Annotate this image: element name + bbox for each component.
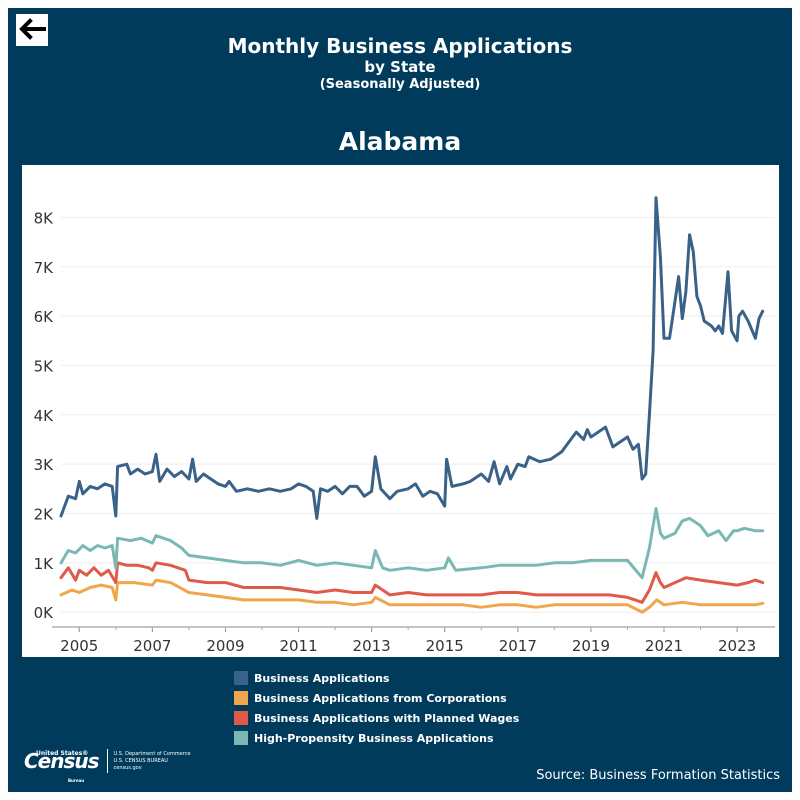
legend-label: High-Propensity Business Applications <box>254 731 494 745</box>
census-logo: United States® Census Bureau U.S. Depart… <box>24 748 191 783</box>
page-title: Monthly Business Applications <box>227 34 573 58</box>
y-tick-label: 8K <box>34 209 55 227</box>
legend-swatch <box>234 711 248 725</box>
chart-area[interactable]: 0K 1K 2K 3K 4K 5K 6K 7K 8K 2005 2007 2009 2011 2013 20… <box>22 165 779 657</box>
back-button[interactable] <box>16 14 48 46</box>
series-line-planned-wages <box>59 561 765 604</box>
x-tick-label: 2015 <box>426 637 464 655</box>
x-tick-label: 2013 <box>353 637 391 655</box>
y-tick-label: 4K <box>34 407 55 425</box>
legend-item-planned-wages[interactable]: Business Applications with Planned Wages <box>234 708 519 728</box>
x-tick-label: 2011 <box>279 637 317 655</box>
legend-swatch <box>234 731 248 745</box>
page-subtitle: by State <box>364 58 436 76</box>
y-tick-label: 2K <box>34 506 55 524</box>
x-tick-label: 2021 <box>645 637 683 655</box>
y-tick-label: 5K <box>34 357 55 375</box>
y-tick-label: 1K <box>34 555 55 573</box>
y-tick-label: 6K <box>34 308 55 326</box>
x-tick-label: 2019 <box>572 637 610 655</box>
x-tick-label: 2005 <box>60 637 98 655</box>
logo-dept-line: census.gov <box>113 764 142 771</box>
chart-legend: Business Applications Business Applicati… <box>234 668 519 748</box>
legend-label: Business Applications <box>254 671 390 685</box>
y-tick-label: 7K <box>34 259 55 277</box>
legend-swatch <box>234 671 248 685</box>
page-subtitle-note: (Seasonally Adjusted) <box>319 77 481 92</box>
source-note: Source: Business Formation Statistics <box>536 768 780 783</box>
y-tick-label: 3K <box>34 456 55 474</box>
legend-item-high-propensity[interactable]: High-Propensity Business Applications <box>234 728 519 748</box>
legend-label: Business Applications from Corporations <box>254 691 507 705</box>
x-tick-label: 2007 <box>133 637 171 655</box>
legend-item-corporations[interactable]: Business Applications from Corporations <box>234 688 519 708</box>
logo-dept-line: U.S. CENSUS BUREAU <box>113 757 168 764</box>
series-line-corporations <box>59 578 765 614</box>
x-tick-label: 2023 <box>718 637 756 655</box>
chart-title: Alabama <box>338 127 462 156</box>
series-line-high-propensity <box>59 507 765 580</box>
series-line-business-applications <box>59 196 765 520</box>
logo-bureau-text: Bureau <box>68 778 85 783</box>
legend-label: Business Applications with Planned Wages <box>254 711 520 725</box>
y-tick-label: 0K <box>34 604 55 622</box>
legend-swatch <box>234 691 248 705</box>
legend-item-business-applications[interactable]: Business Applications <box>234 668 519 688</box>
logo-department: U.S. Department of Commerce U.S. CENSUS … <box>114 751 191 772</box>
logo-divider <box>106 749 108 773</box>
left-arrow-icon <box>18 17 46 43</box>
logo-wordmark: United States® Census Bureau <box>24 749 100 783</box>
logo-top-text: United States® <box>36 750 89 757</box>
logo-word-text: Census <box>24 749 100 773</box>
logo-dept-line: U.S. Department of Commerce <box>113 750 191 757</box>
line-chart[interactable]: 0K 1K 2K 3K 4K 5K 6K 7K 8K 2005 2007 2009 2011 2013 20… <box>22 165 779 657</box>
x-tick-label: 2009 <box>206 637 244 655</box>
x-tick-label: 2017 <box>499 637 537 655</box>
